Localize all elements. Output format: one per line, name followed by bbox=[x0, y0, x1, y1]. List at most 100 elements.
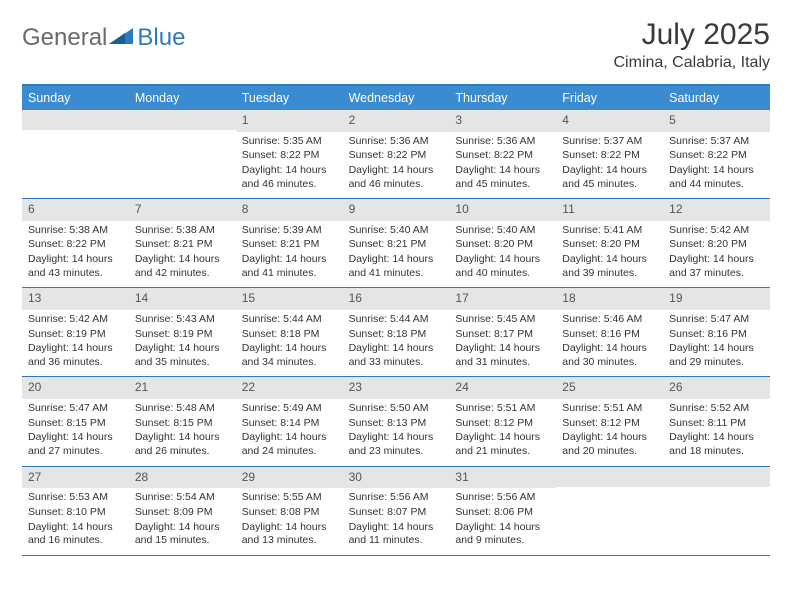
day-details: Sunrise: 5:41 AMSunset: 8:20 PMDaylight:… bbox=[556, 221, 663, 288]
sunset-text: Sunset: 8:09 PM bbox=[135, 506, 230, 520]
day-details: Sunrise: 5:38 AMSunset: 8:21 PMDaylight:… bbox=[129, 221, 236, 288]
day-details: Sunrise: 5:56 AMSunset: 8:06 PMDaylight:… bbox=[449, 488, 556, 555]
calendar-day: 13Sunrise: 5:42 AMSunset: 8:19 PMDayligh… bbox=[22, 288, 129, 376]
day-number: 30 bbox=[343, 467, 450, 489]
day-number: 26 bbox=[663, 377, 770, 399]
calendar-day-empty bbox=[556, 467, 663, 555]
calendar-week: 20Sunrise: 5:47 AMSunset: 8:15 PMDayligh… bbox=[22, 377, 770, 466]
day-details: Sunrise: 5:40 AMSunset: 8:21 PMDaylight:… bbox=[343, 221, 450, 288]
calendar-day: 8Sunrise: 5:39 AMSunset: 8:21 PMDaylight… bbox=[236, 199, 343, 287]
sunset-text: Sunset: 8:15 PM bbox=[135, 417, 230, 431]
sunrise-text: Sunrise: 5:35 AM bbox=[242, 135, 337, 149]
daylight-text: Daylight: 14 hours and 24 minutes. bbox=[242, 431, 337, 458]
calendar-day: 1Sunrise: 5:35 AMSunset: 8:22 PMDaylight… bbox=[236, 110, 343, 198]
calendar-week: 6Sunrise: 5:38 AMSunset: 8:22 PMDaylight… bbox=[22, 199, 770, 288]
sunrise-text: Sunrise: 5:51 AM bbox=[455, 402, 550, 416]
day-number: 17 bbox=[449, 288, 556, 310]
sunset-text: Sunset: 8:22 PM bbox=[669, 149, 764, 163]
calendar-day: 22Sunrise: 5:49 AMSunset: 8:14 PMDayligh… bbox=[236, 377, 343, 465]
daylight-text: Daylight: 14 hours and 43 minutes. bbox=[28, 253, 123, 280]
day-number: 22 bbox=[236, 377, 343, 399]
sunrise-text: Sunrise: 5:56 AM bbox=[349, 491, 444, 505]
day-number: 28 bbox=[129, 467, 236, 489]
daylight-text: Daylight: 14 hours and 44 minutes. bbox=[669, 164, 764, 191]
daylight-text: Daylight: 14 hours and 9 minutes. bbox=[455, 521, 550, 548]
day-number: 13 bbox=[22, 288, 129, 310]
day-number: 23 bbox=[343, 377, 450, 399]
day-details: Sunrise: 5:38 AMSunset: 8:22 PMDaylight:… bbox=[22, 221, 129, 288]
sunset-text: Sunset: 8:22 PM bbox=[349, 149, 444, 163]
daylight-text: Daylight: 14 hours and 26 minutes. bbox=[135, 431, 230, 458]
sunset-text: Sunset: 8:15 PM bbox=[28, 417, 123, 431]
calendar-day: 21Sunrise: 5:48 AMSunset: 8:15 PMDayligh… bbox=[129, 377, 236, 465]
calendar-day: 11Sunrise: 5:41 AMSunset: 8:20 PMDayligh… bbox=[556, 199, 663, 287]
day-details: Sunrise: 5:43 AMSunset: 8:19 PMDaylight:… bbox=[129, 310, 236, 377]
sunset-text: Sunset: 8:12 PM bbox=[562, 417, 657, 431]
sunrise-text: Sunrise: 5:41 AM bbox=[562, 224, 657, 238]
calendar-day: 28Sunrise: 5:54 AMSunset: 8:09 PMDayligh… bbox=[129, 467, 236, 555]
sunrise-text: Sunrise: 5:45 AM bbox=[455, 313, 550, 327]
daylight-text: Daylight: 14 hours and 46 minutes. bbox=[349, 164, 444, 191]
calendar-day: 24Sunrise: 5:51 AMSunset: 8:12 PMDayligh… bbox=[449, 377, 556, 465]
sunset-text: Sunset: 8:08 PM bbox=[242, 506, 337, 520]
calendar-day: 25Sunrise: 5:51 AMSunset: 8:12 PMDayligh… bbox=[556, 377, 663, 465]
calendar-day-empty bbox=[22, 110, 129, 198]
day-details: Sunrise: 5:35 AMSunset: 8:22 PMDaylight:… bbox=[236, 132, 343, 199]
calendar-day: 16Sunrise: 5:44 AMSunset: 8:18 PMDayligh… bbox=[343, 288, 450, 376]
day-details: Sunrise: 5:51 AMSunset: 8:12 PMDaylight:… bbox=[556, 399, 663, 466]
logo: General Blue bbox=[22, 18, 185, 52]
sunrise-text: Sunrise: 5:36 AM bbox=[349, 135, 444, 149]
daylight-text: Daylight: 14 hours and 35 minutes. bbox=[135, 342, 230, 369]
calendar-day: 3Sunrise: 5:36 AMSunset: 8:22 PMDaylight… bbox=[449, 110, 556, 198]
sunset-text: Sunset: 8:06 PM bbox=[455, 506, 550, 520]
sunrise-text: Sunrise: 5:37 AM bbox=[562, 135, 657, 149]
day-details: Sunrise: 5:40 AMSunset: 8:20 PMDaylight:… bbox=[449, 221, 556, 288]
sunset-text: Sunset: 8:07 PM bbox=[349, 506, 444, 520]
calendar-day: 23Sunrise: 5:50 AMSunset: 8:13 PMDayligh… bbox=[343, 377, 450, 465]
daylight-text: Daylight: 14 hours and 39 minutes. bbox=[562, 253, 657, 280]
calendar-week: 1Sunrise: 5:35 AMSunset: 8:22 PMDaylight… bbox=[22, 110, 770, 199]
day-number: 24 bbox=[449, 377, 556, 399]
daylight-text: Daylight: 14 hours and 45 minutes. bbox=[455, 164, 550, 191]
day-details: Sunrise: 5:55 AMSunset: 8:08 PMDaylight:… bbox=[236, 488, 343, 555]
day-number: 1 bbox=[236, 110, 343, 132]
day-header: Wednesday bbox=[343, 86, 450, 110]
calendar-day: 31Sunrise: 5:56 AMSunset: 8:06 PMDayligh… bbox=[449, 467, 556, 555]
sunset-text: Sunset: 8:12 PM bbox=[455, 417, 550, 431]
day-number: 29 bbox=[236, 467, 343, 489]
sunrise-text: Sunrise: 5:56 AM bbox=[455, 491, 550, 505]
sunset-text: Sunset: 8:13 PM bbox=[349, 417, 444, 431]
daylight-text: Daylight: 14 hours and 29 minutes. bbox=[669, 342, 764, 369]
sunset-text: Sunset: 8:20 PM bbox=[455, 238, 550, 252]
day-number: 18 bbox=[556, 288, 663, 310]
day-number: 20 bbox=[22, 377, 129, 399]
day-number bbox=[22, 110, 129, 130]
header: General Blue July 2025 Cimina, Calabria,… bbox=[22, 18, 770, 72]
daylight-text: Daylight: 14 hours and 20 minutes. bbox=[562, 431, 657, 458]
sunrise-text: Sunrise: 5:43 AM bbox=[135, 313, 230, 327]
day-details: Sunrise: 5:47 AMSunset: 8:15 PMDaylight:… bbox=[22, 399, 129, 466]
sunset-text: Sunset: 8:10 PM bbox=[28, 506, 123, 520]
calendar-day: 17 Sunrise: 5:45 AMSunset: 8:17 PMDayligh… bbox=[449, 288, 556, 376]
daylight-text: Daylight: 14 hours and 41 minutes. bbox=[242, 253, 337, 280]
sunset-text: Sunset: 8:22 PM bbox=[242, 149, 337, 163]
sunrise-text: Sunrise: 5:36 AM bbox=[455, 135, 550, 149]
sunrise-text: Sunrise: 5:40 AM bbox=[455, 224, 550, 238]
month-title: July 2025 bbox=[614, 18, 771, 52]
sunset-text: Sunset: 8:14 PM bbox=[242, 417, 337, 431]
sunset-text: Sunset: 8:21 PM bbox=[135, 238, 230, 252]
sunrise-text: Sunrise: 5:51 AM bbox=[562, 402, 657, 416]
sunset-text: Sunset: 8:17 PM bbox=[455, 328, 550, 342]
sunset-text: Sunset: 8:22 PM bbox=[455, 149, 550, 163]
sunrise-text: Sunrise: 5:37 AM bbox=[669, 135, 764, 149]
sunset-text: Sunset: 8:22 PM bbox=[28, 238, 123, 252]
day-number: 21 bbox=[129, 377, 236, 399]
day-details: Sunrise: 5:54 AMSunset: 8:09 PMDaylight:… bbox=[129, 488, 236, 555]
daylight-text: Daylight: 14 hours and 42 minutes. bbox=[135, 253, 230, 280]
calendar-day: 30Sunrise: 5:56 AMSunset: 8:07 PMDayligh… bbox=[343, 467, 450, 555]
day-details: Sunrise: 5:42 AMSunset: 8:19 PMDaylight:… bbox=[22, 310, 129, 377]
day-details: Sunrise: 5:37 AMSunset: 8:22 PMDaylight:… bbox=[556, 132, 663, 199]
day-number: 12 bbox=[663, 199, 770, 221]
daylight-text: Daylight: 14 hours and 34 minutes. bbox=[242, 342, 337, 369]
daylight-text: Daylight: 14 hours and 31 minutes. bbox=[455, 342, 550, 369]
